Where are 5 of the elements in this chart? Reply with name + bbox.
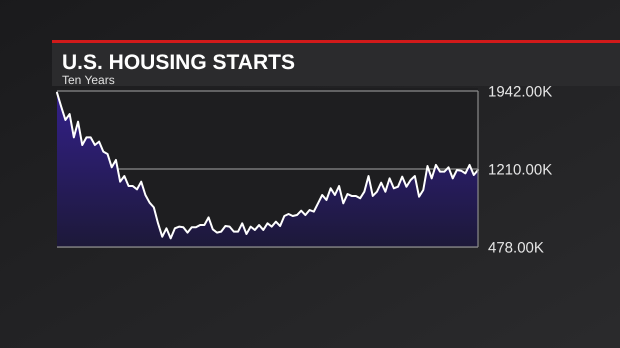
y-tick-label: 1210.00K [488, 161, 552, 178]
chart-title: U.S. HOUSING STARTS [62, 51, 295, 74]
y-tick-label: 478.00K [488, 239, 544, 256]
y-tick-label: 1942.00K [488, 83, 552, 100]
chart-subtitle: Ten Years [62, 73, 115, 87]
